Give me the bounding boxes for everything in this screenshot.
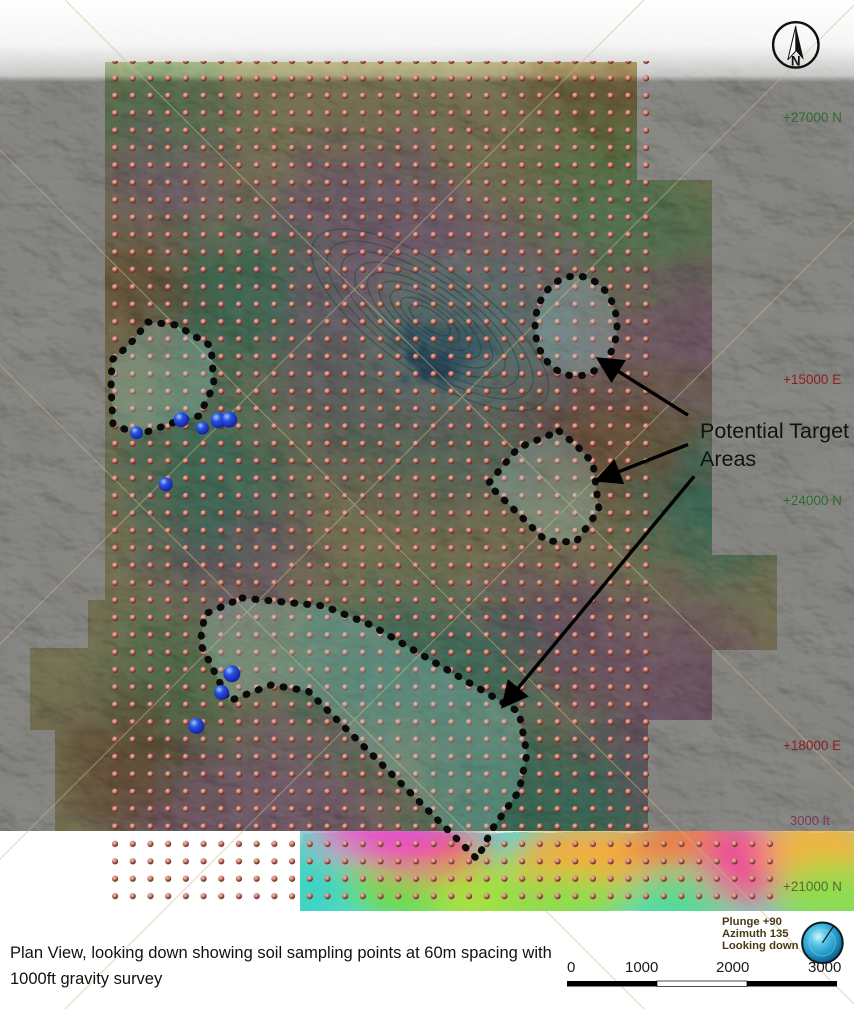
svg-text:Azimuth 135: Azimuth 135: [722, 928, 789, 940]
svg-text:3000 ft: 3000 ft: [790, 813, 830, 828]
svg-text:0: 0: [567, 959, 575, 976]
svg-text:2000: 2000: [716, 959, 749, 976]
svg-text:1000: 1000: [625, 959, 658, 976]
svg-text:3000: 3000: [808, 959, 841, 976]
svg-text:Looking down: Looking down: [722, 940, 799, 952]
svg-text:Plunge +90: Plunge +90: [722, 916, 782, 928]
